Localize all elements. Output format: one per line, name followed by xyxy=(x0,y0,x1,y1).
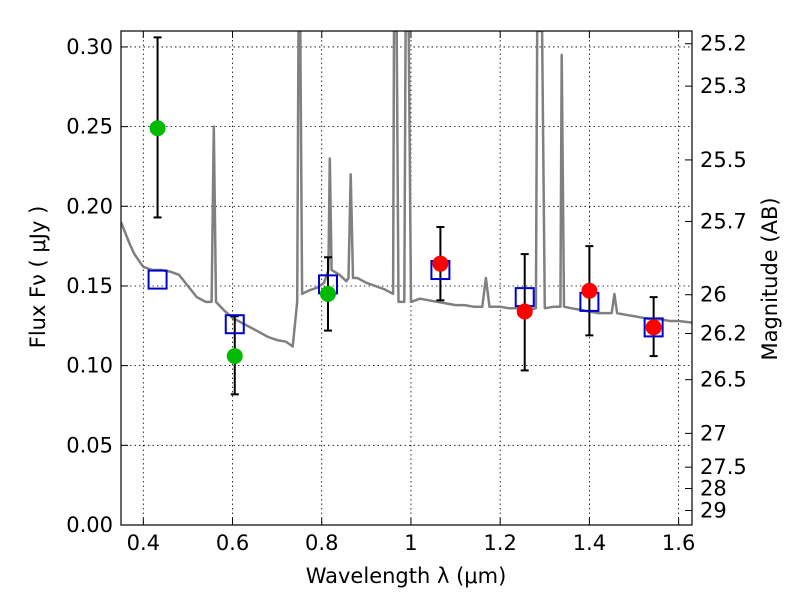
magnitude-axis-label: Magnitude (AB) xyxy=(758,197,782,360)
x-axis-ticks: 0.4 0.6 0.8 1 1.2 1.4 1.6 xyxy=(127,31,695,555)
model-point xyxy=(147,269,168,290)
magnitude-tick-label: 25.3 xyxy=(700,74,747,98)
observed-point-green xyxy=(319,285,336,302)
magnitude-tick-label: 28 xyxy=(700,477,727,501)
y-tick-label: 0.00 xyxy=(66,513,113,537)
y-tick-label: 0.15 xyxy=(66,274,113,298)
magnitude-tick-label: 25.7 xyxy=(700,209,747,233)
y-tick-label: 0.20 xyxy=(66,194,113,218)
x-tick-label: 0.6 xyxy=(216,531,249,555)
x-tick-label: 0.4 xyxy=(127,531,160,555)
grid-lines xyxy=(121,31,692,526)
magnitude-tick-label: 27 xyxy=(700,421,727,445)
observed-point-red xyxy=(516,303,533,320)
spectrum-line xyxy=(121,31,692,348)
x-tick-label: 1.2 xyxy=(483,531,516,555)
spectrum-layer xyxy=(121,31,692,348)
magnitude-tick-label: 27.5 xyxy=(700,455,747,479)
observed-point-green xyxy=(226,348,243,365)
observed-point-red xyxy=(581,282,598,299)
observed-point-red xyxy=(432,255,449,272)
observed-photometry-layer xyxy=(149,120,662,365)
magnitude-tick-label: 29 xyxy=(700,498,727,522)
magnitude-tick-label: 26.2 xyxy=(700,321,747,345)
observed-point-green xyxy=(149,120,166,137)
observed-point-red xyxy=(645,319,662,336)
x-tick-label: 0.8 xyxy=(305,531,338,555)
x-tick-label: 1.4 xyxy=(573,531,606,555)
y-tick-label: 0.25 xyxy=(66,115,113,139)
y-tick-label: 0.05 xyxy=(66,433,113,457)
plot-frame xyxy=(120,30,693,526)
model-point xyxy=(224,314,245,335)
x-tick-label: 1.6 xyxy=(662,531,695,555)
y-tick-label: 0.30 xyxy=(66,35,113,59)
magnitude-tick-label: 25.5 xyxy=(700,148,747,172)
magnitude-tick-label: 25.2 xyxy=(700,32,747,56)
magnitude-tick-label: 26.5 xyxy=(700,368,747,392)
y-axis-label: Flux Fν ( μJy ) xyxy=(26,206,50,349)
x-axis-label: Wavelength λ (μm) xyxy=(306,564,507,588)
magnitude-tick-label: 26 xyxy=(700,283,727,307)
y-tick-label: 0.10 xyxy=(66,354,113,378)
y-axis-ticks: 0.00 0.05 0.10 0.15 0.20 0.25 0.30 xyxy=(66,35,128,537)
x-tick-label: 1 xyxy=(404,531,417,555)
model-point xyxy=(643,317,664,338)
